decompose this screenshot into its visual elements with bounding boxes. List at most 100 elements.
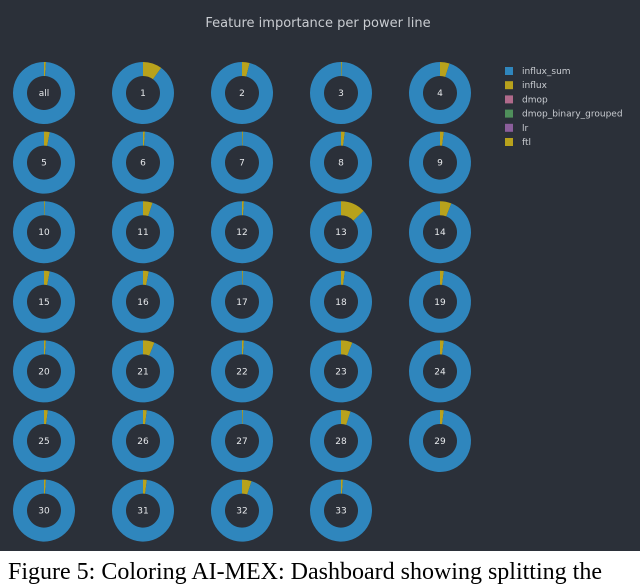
- slice-influx_sum-25[interactable]: [13, 410, 76, 472]
- slice-influx_sum-21[interactable]: [111, 340, 174, 403]
- slice-influx_sum-29[interactable]: [409, 410, 472, 472]
- slice-influx_sum-9[interactable]: [409, 131, 472, 194]
- slice-influx_sum-27[interactable]: [211, 410, 274, 473]
- donut-31[interactable]: 31: [111, 479, 174, 542]
- slice-influx_sum-14[interactable]: [408, 201, 471, 264]
- donut-8[interactable]: 8: [310, 131, 373, 194]
- legend-item-dmop[interactable]: dmop: [505, 95, 548, 105]
- slice-influx_sum-8[interactable]: [310, 131, 373, 194]
- donut-19[interactable]: 19: [409, 270, 472, 333]
- legend-item-ftl[interactable]: ftl: [505, 138, 531, 148]
- slice-ftl-22[interactable]: [242, 340, 244, 355]
- slice-ftl-30[interactable]: [44, 479, 46, 494]
- slice-ftl-12[interactable]: [242, 201, 244, 216]
- donut-18[interactable]: 18: [310, 270, 373, 333]
- slice-influx_sum-32[interactable]: [210, 479, 273, 542]
- slice-ftl-27[interactable]: [242, 410, 243, 425]
- slice-ftl-26[interactable]: [143, 410, 147, 425]
- slice-influx_sum-22[interactable]: [210, 340, 273, 403]
- slice-ftl-1[interactable]: [143, 62, 162, 80]
- slice-ftl-16[interactable]: [143, 270, 149, 286]
- slice-influx_sum-1[interactable]: [112, 62, 174, 124]
- slice-influx_sum-33[interactable]: [310, 479, 373, 542]
- slice-influx_sum-17[interactable]: [210, 270, 273, 333]
- slice-influx_sum-19[interactable]: [409, 270, 472, 333]
- slice-influx_sum-12[interactable]: [210, 201, 273, 264]
- slice-influx_sum-31[interactable]: [111, 479, 174, 542]
- slice-ftl-21[interactable]: [143, 340, 155, 356]
- donut-15[interactable]: 15: [13, 270, 76, 333]
- donut-26[interactable]: 26: [112, 410, 175, 472]
- slice-ftl-31[interactable]: [143, 479, 147, 494]
- slice-ftl-10[interactable]: [44, 201, 45, 216]
- slice-ftl-32[interactable]: [242, 479, 252, 495]
- slice-ftl-29[interactable]: [440, 410, 444, 425]
- slice-influx_sum-11[interactable]: [111, 201, 174, 264]
- donut-12[interactable]: 12: [210, 201, 273, 264]
- slice-ftl-11[interactable]: [143, 201, 153, 217]
- donut-33[interactable]: 33: [310, 479, 373, 542]
- legend-item-lr[interactable]: lr: [505, 123, 529, 134]
- slice-ftl-25[interactable]: [44, 410, 48, 425]
- donut-13[interactable]: 13: [309, 201, 372, 264]
- donut-all[interactable]: all: [13, 62, 76, 124]
- slice-influx_sum-10[interactable]: [12, 201, 75, 264]
- donut-6[interactable]: 6: [112, 131, 175, 194]
- legend-item-dmop_binary_grouped[interactable]: dmop_binary_grouped: [505, 109, 623, 120]
- slice-ftl-20[interactable]: [44, 340, 46, 355]
- slice-influx_sum-3[interactable]: [310, 62, 373, 124]
- slice-ftl-2[interactable]: [242, 62, 250, 77]
- slice-ftl-6[interactable]: [143, 131, 145, 146]
- donut-24[interactable]: 24: [408, 340, 471, 403]
- slice-influx_sum-16[interactable]: [112, 270, 175, 333]
- donut-22[interactable]: 22: [210, 340, 273, 403]
- slice-ftl-28[interactable]: [341, 410, 351, 425]
- slice-influx_sum-26[interactable]: [112, 410, 175, 472]
- slice-influx_sum-20[interactable]: [12, 340, 75, 403]
- slice-ftl-3[interactable]: [341, 62, 342, 77]
- slice-ftl-17[interactable]: [242, 270, 243, 285]
- slice-influx_sum-18[interactable]: [310, 270, 373, 333]
- donut-3[interactable]: 3: [310, 62, 373, 124]
- donut-2[interactable]: 2: [211, 62, 273, 125]
- slice-ftl-7[interactable]: [242, 131, 243, 146]
- slice-ftl-23[interactable]: [341, 340, 353, 356]
- slice-ftl-13[interactable]: [341, 201, 364, 221]
- donut-28[interactable]: 28: [310, 410, 372, 473]
- donut-4[interactable]: 4: [409, 62, 472, 124]
- donut-1[interactable]: 1: [112, 62, 174, 124]
- slice-ftl-24[interactable]: [440, 340, 444, 355]
- slice-influx_sum-23[interactable]: [309, 340, 372, 403]
- slice-ftl-14[interactable]: [440, 201, 452, 217]
- slice-ftl-33[interactable]: [341, 479, 343, 494]
- slice-influx_sum-2[interactable]: [211, 62, 273, 125]
- donut-25[interactable]: 25: [13, 410, 76, 472]
- donut-7[interactable]: 7: [211, 131, 274, 194]
- slice-influx_sum-30[interactable]: [13, 479, 76, 542]
- slice-influx_sum-5[interactable]: [13, 131, 76, 194]
- slice-ftl-19[interactable]: [440, 270, 444, 285]
- slice-influx_sum-all[interactable]: [13, 62, 76, 124]
- slice-influx_sum-4[interactable]: [409, 62, 472, 124]
- slice-influx_sum-15[interactable]: [13, 270, 76, 333]
- slice-ftl-all[interactable]: [44, 62, 46, 77]
- donut-21[interactable]: 21: [111, 340, 174, 403]
- donut-10[interactable]: 10: [12, 201, 75, 264]
- slice-influx_sum-24[interactable]: [408, 340, 471, 403]
- slice-influx_sum-28[interactable]: [310, 410, 372, 473]
- donut-20[interactable]: 20: [12, 340, 75, 403]
- donut-27[interactable]: 27: [211, 410, 274, 473]
- slice-ftl-9[interactable]: [440, 131, 444, 146]
- donut-32[interactable]: 32: [210, 479, 273, 542]
- slice-ftl-5[interactable]: [44, 131, 50, 146]
- donut-11[interactable]: 11: [111, 201, 174, 264]
- donut-23[interactable]: 23: [309, 340, 372, 403]
- slice-influx_sum-7[interactable]: [211, 131, 274, 194]
- legend-item-influx_sum[interactable]: influx_sum: [505, 67, 571, 77]
- donut-29[interactable]: 29: [409, 410, 472, 472]
- slice-influx_sum-6[interactable]: [112, 131, 175, 194]
- donut-9[interactable]: 9: [409, 131, 472, 194]
- donut-30[interactable]: 30: [13, 479, 76, 542]
- legend-item-influx[interactable]: influx: [505, 81, 548, 91]
